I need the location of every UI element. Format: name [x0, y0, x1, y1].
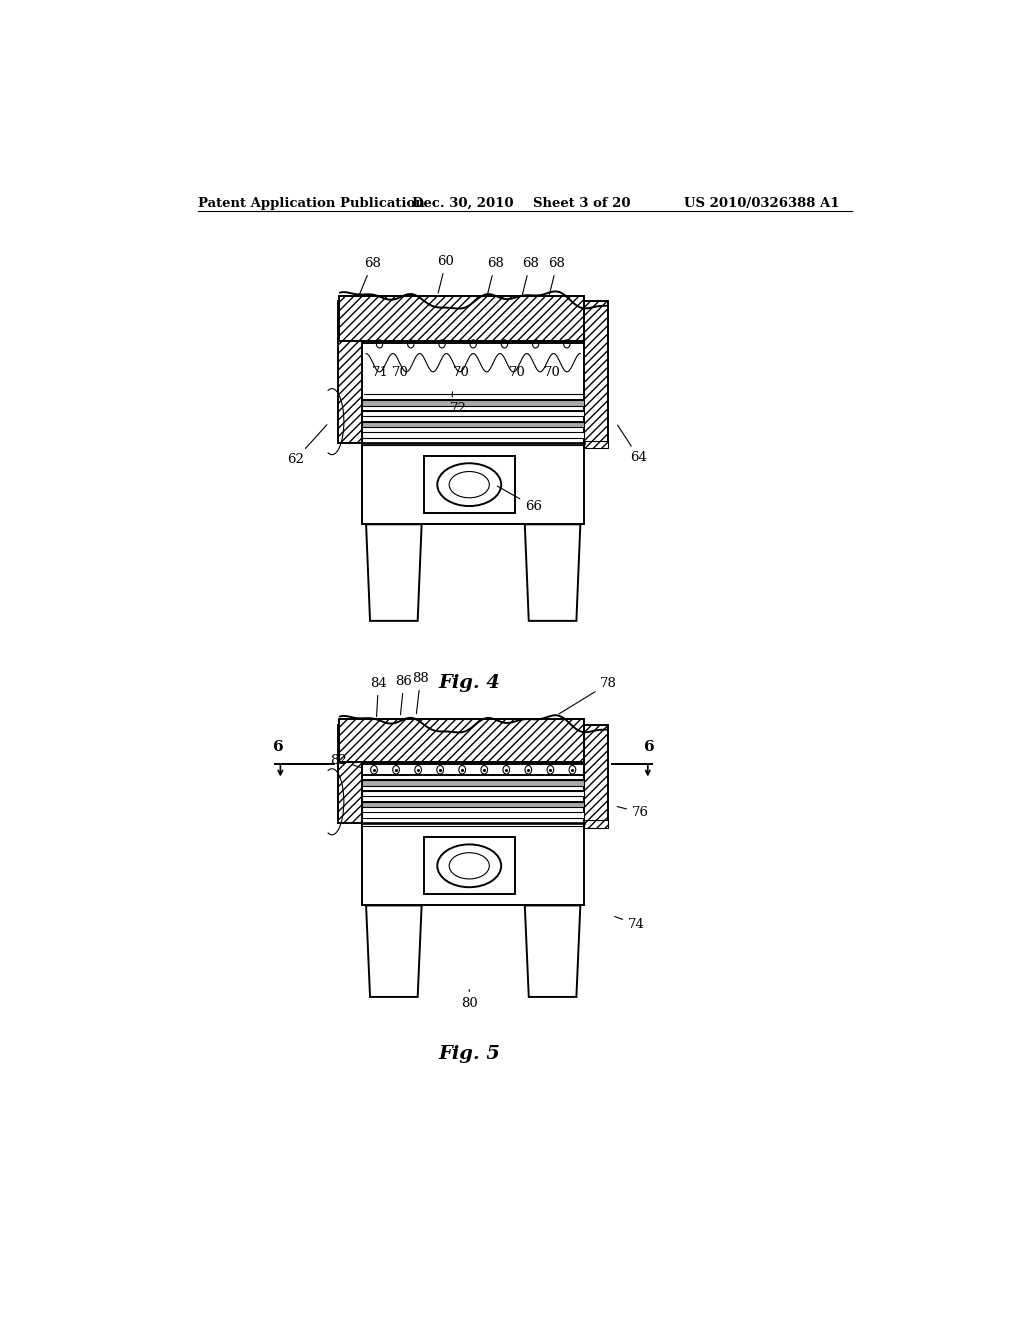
Text: US 2010/0326388 A1: US 2010/0326388 A1	[684, 197, 839, 210]
Bar	[585, 725, 608, 824]
Text: 60: 60	[437, 255, 455, 293]
Bar	[339, 296, 584, 342]
Bar	[424, 457, 515, 513]
Text: Dec. 30, 2010: Dec. 30, 2010	[412, 197, 514, 210]
Text: Fig. 5: Fig. 5	[438, 1044, 501, 1063]
Text: Fig. 4: Fig. 4	[438, 673, 501, 692]
Text: 88: 88	[412, 672, 429, 714]
Text: 66: 66	[498, 486, 542, 513]
Text: Sheet 3 of 20: Sheet 3 of 20	[532, 197, 630, 210]
Text: 74: 74	[614, 916, 645, 931]
Text: 84: 84	[370, 677, 387, 717]
Text: 70: 70	[509, 366, 525, 379]
Text: 6: 6	[273, 741, 284, 754]
Text: 68: 68	[486, 257, 504, 294]
Text: 6: 6	[644, 741, 654, 754]
Text: Patent Application Publication: Patent Application Publication	[198, 197, 425, 210]
Bar	[362, 780, 585, 785]
Text: 68: 68	[549, 257, 565, 294]
Text: 70: 70	[392, 366, 409, 379]
Bar	[362, 812, 585, 818]
Bar	[585, 301, 608, 444]
Bar	[362, 791, 585, 796]
Bar	[338, 301, 362, 444]
Text: 82: 82	[331, 754, 361, 768]
Bar	[339, 719, 584, 762]
Text: 71: 71	[372, 366, 388, 379]
Bar	[424, 837, 515, 895]
Bar	[362, 411, 585, 416]
Text: 68: 68	[521, 257, 539, 294]
Bar	[338, 725, 362, 824]
Text: 70: 70	[544, 366, 561, 379]
Text: 62: 62	[287, 425, 327, 466]
Text: 76: 76	[617, 807, 649, 818]
Bar	[362, 433, 585, 438]
Bar	[585, 441, 608, 447]
Text: 78: 78	[559, 677, 617, 714]
Text: 64: 64	[617, 425, 647, 465]
Text: 68: 68	[359, 257, 381, 296]
Text: 86: 86	[395, 675, 413, 714]
Bar	[362, 421, 585, 426]
Text: 80: 80	[461, 990, 477, 1010]
Bar	[362, 801, 585, 807]
Text: 72: 72	[450, 392, 466, 416]
Bar	[362, 400, 585, 405]
Text: 70: 70	[453, 366, 470, 379]
Bar	[585, 820, 608, 828]
